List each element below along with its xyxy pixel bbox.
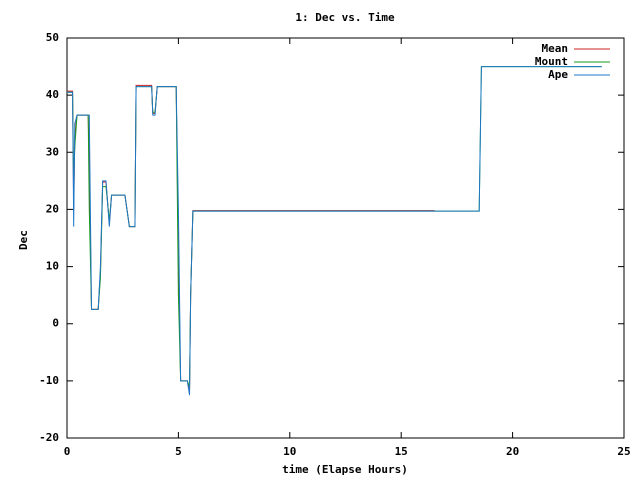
- x-tick-label: 10: [283, 445, 296, 458]
- y-tick-label: 10: [46, 260, 59, 273]
- legend-label: Mean: [542, 42, 569, 55]
- x-tick-label: 5: [175, 445, 182, 458]
- y-tick-label: -20: [39, 431, 59, 444]
- y-axis-label: Dec: [17, 230, 30, 250]
- x-tick-label: 25: [617, 445, 630, 458]
- legend-label: Ape: [548, 68, 568, 81]
- x-tick-label: 15: [395, 445, 408, 458]
- series-line: [67, 84, 435, 390]
- y-tick-label: 50: [46, 31, 59, 44]
- y-tick-label: 0: [52, 317, 59, 330]
- series-line: [67, 66, 602, 387]
- legend-label: Mount: [535, 55, 568, 68]
- x-tick-label: 20: [506, 445, 519, 458]
- x-tick-label: 0: [64, 445, 71, 458]
- plot-frame: [66, 37, 625, 439]
- y-tick-label: 40: [46, 88, 59, 101]
- y-tick-label: 20: [46, 202, 59, 215]
- chart-title: 1: Dec vs. Time: [295, 11, 395, 24]
- y-tick-label: -10: [39, 374, 59, 387]
- y-tick-label: 30: [46, 145, 59, 158]
- x-axis-label: time (Elapse Hours): [282, 463, 408, 476]
- series-line: [67, 66, 602, 396]
